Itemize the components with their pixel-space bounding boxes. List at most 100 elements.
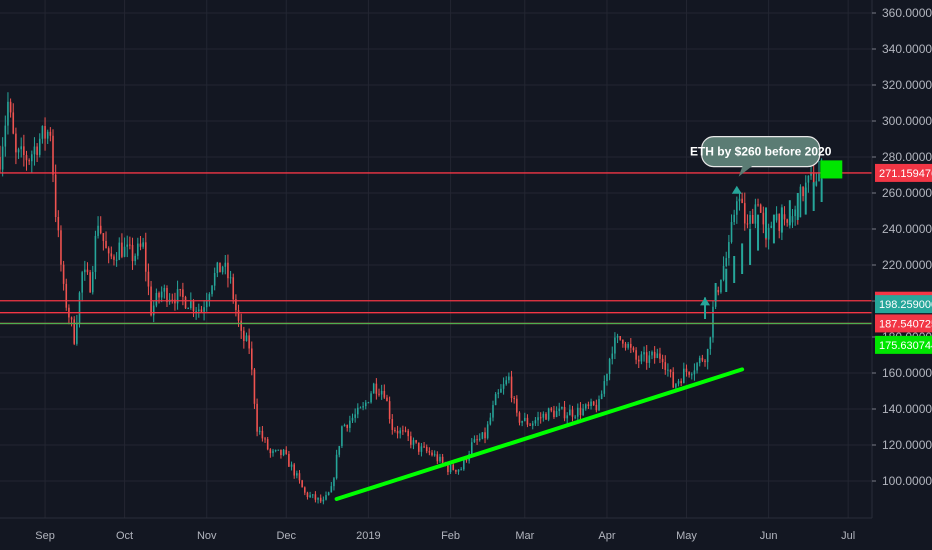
candle-body — [190, 300, 192, 309]
candle-body — [304, 487, 306, 493]
y-tick-label: 300.000000 — [882, 114, 932, 128]
candle-body — [163, 287, 166, 292]
candle-body — [1, 146, 4, 170]
candle-body — [129, 244, 131, 246]
candle-body — [253, 369, 256, 404]
candle-body — [717, 290, 720, 293]
candle-body — [701, 357, 704, 361]
candle-body — [86, 269, 89, 273]
y-tick-label: 140.000000 — [882, 402, 932, 416]
candle-body — [280, 449, 282, 456]
candle-body — [346, 424, 349, 428]
candle-body — [131, 244, 134, 262]
candle-body — [484, 432, 486, 439]
candle-body — [624, 343, 627, 348]
candle-body — [317, 497, 319, 500]
projection-bars — [700, 178, 823, 319]
candle-body — [757, 204, 759, 206]
price-levels — [0, 172, 872, 325]
candle-body — [675, 383, 677, 388]
candle-body — [497, 392, 500, 395]
candle-body — [433, 454, 436, 456]
candle-body — [537, 417, 539, 421]
price-marker-label: 271.15947623 — [879, 168, 932, 180]
candle-body — [428, 451, 431, 453]
candle-body — [738, 198, 741, 202]
y-tick-label: 260.000000 — [882, 186, 932, 200]
candle-body — [319, 497, 322, 502]
candle-body — [137, 243, 139, 256]
candle-body — [412, 440, 415, 445]
price-marker-label: 175.63074471 — [879, 340, 932, 352]
candle-body — [78, 292, 81, 324]
candle-body — [669, 369, 672, 373]
candle-body — [94, 235, 97, 272]
candle-body — [126, 244, 129, 247]
candle-body — [545, 413, 547, 420]
candle-body — [685, 368, 688, 373]
candle-body — [683, 368, 685, 384]
candle-body — [425, 446, 428, 452]
candle-body — [799, 186, 802, 218]
candle-body — [211, 285, 213, 295]
candle-body — [269, 449, 272, 454]
candle-body — [213, 272, 216, 286]
candle-body — [203, 307, 205, 312]
candle-body — [298, 473, 301, 481]
candle-body — [807, 175, 810, 183]
candle-body — [645, 352, 648, 363]
candle-body — [110, 253, 113, 257]
candle-body — [285, 449, 288, 454]
candle-body — [815, 181, 818, 186]
candle-body — [91, 271, 94, 293]
candle-body — [500, 388, 502, 393]
candle-body — [41, 126, 44, 139]
candle-body — [364, 402, 367, 407]
candle-body — [656, 353, 659, 359]
candle-body — [123, 246, 126, 257]
candle-body — [243, 330, 245, 341]
y-tick-label: 220.000000 — [882, 258, 932, 272]
candle-body — [208, 294, 211, 302]
candle-body — [659, 353, 661, 359]
candle-body — [216, 262, 219, 273]
candle-body — [574, 416, 576, 418]
candle-body — [592, 401, 595, 405]
candle-body — [144, 242, 147, 272]
candle-body — [555, 411, 558, 418]
candle-body — [516, 398, 518, 413]
candle-body — [89, 272, 91, 293]
candle-body — [97, 225, 99, 236]
candle-body — [693, 370, 696, 375]
candle-body — [783, 214, 786, 220]
candle-body — [261, 430, 264, 439]
candle-body — [680, 381, 682, 384]
candle-body — [698, 357, 701, 364]
candle-body — [672, 372, 675, 388]
candle-body — [743, 203, 746, 224]
y-tick-label: 280.000000 — [882, 150, 932, 164]
candle-body — [643, 352, 645, 355]
candle-body — [404, 430, 407, 432]
candle-body — [147, 271, 150, 287]
candle-body — [388, 401, 391, 420]
candle-body — [508, 376, 510, 381]
annotation-text: ETH by $260 before 2020 — [690, 145, 832, 159]
annotation-pointer — [738, 165, 753, 177]
candle-body — [494, 394, 497, 406]
x-tick-label: Sep — [35, 530, 55, 542]
candle-body — [57, 217, 60, 231]
candle-body — [142, 242, 144, 247]
y-tick-label: 360.000000 — [882, 6, 932, 20]
candle-body — [778, 213, 781, 231]
candle-body — [473, 439, 476, 443]
candle-body — [733, 214, 735, 222]
candle-body — [420, 446, 423, 452]
candle-body — [139, 243, 142, 247]
candle-body — [754, 204, 757, 224]
candle-body — [741, 198, 743, 204]
candle-body — [250, 348, 253, 370]
candle-body — [335, 454, 338, 479]
x-tick-label: Nov — [197, 530, 217, 542]
